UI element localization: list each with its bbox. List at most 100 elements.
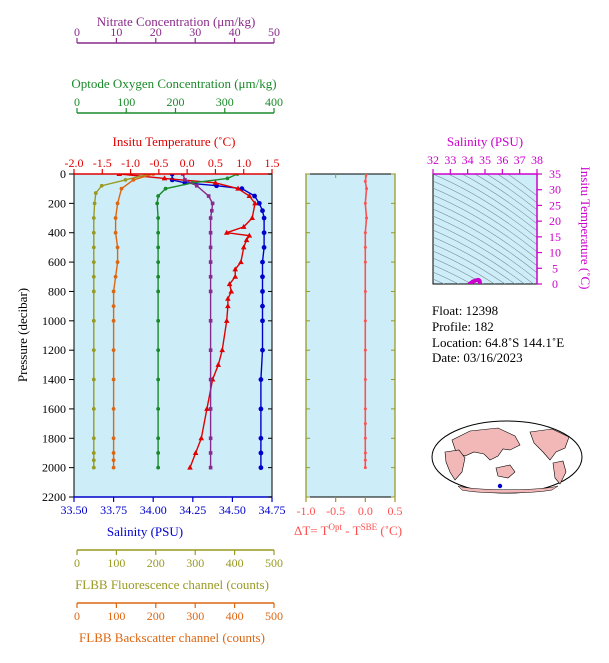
salinity-profile-line — [171, 174, 265, 468]
nitrate-point — [208, 451, 213, 455]
backscatter-tick-label: 100 — [107, 609, 125, 623]
nitrate-point — [208, 260, 213, 264]
nitrate-point — [208, 319, 213, 323]
oxygen-tick-label: 0 — [74, 95, 80, 109]
isopycnal-line — [433, 174, 537, 239]
main-series-layer — [91, 174, 267, 471]
delta-t-axis-title: ΔT= TOpt - TSBE (˚C) — [294, 522, 402, 538]
delta-t-tick-label: -0.5 — [326, 504, 345, 518]
isopycnal-line — [433, 278, 445, 284]
world-location-map — [431, 420, 583, 494]
salinity-point — [258, 465, 264, 471]
oxygen-tick-label: 400 — [265, 95, 283, 109]
oxygen-axis-title: Optode Oxygen Concentration (μm/kg) — [71, 76, 276, 91]
delta-t-title-suffix: (˚C) — [377, 523, 402, 538]
backscatter-point — [115, 245, 120, 250]
oxygen-point — [156, 465, 161, 470]
date-line: Date: 03/16/2023 — [432, 350, 523, 365]
salinity-point — [261, 215, 267, 221]
ts-temperature-tick-label: 30 — [549, 183, 561, 197]
fluorescence-tick-label: 300 — [186, 556, 204, 570]
salinity-point — [260, 208, 265, 214]
salinity-point — [260, 347, 265, 353]
pressure-tick-label: 400 — [48, 226, 66, 240]
fluorescence-point — [91, 289, 96, 294]
temperature-point — [225, 303, 231, 309]
delta-t-point — [363, 422, 367, 426]
isopycnal-line — [433, 271, 460, 284]
fluorescence-point — [91, 465, 96, 470]
delta-t-point — [363, 201, 367, 205]
delta-t-point — [363, 348, 367, 352]
fluorescence-point — [93, 191, 98, 195]
temperature-point — [243, 237, 250, 243]
map-land-australia — [495, 464, 516, 479]
temperature-point — [240, 244, 247, 250]
map-land-south-america — [552, 460, 567, 485]
salinity-axis-title: Salinity (PSU) — [107, 524, 183, 539]
map-land-africa — [444, 449, 466, 481]
pressure-tick-label: 1200 — [42, 343, 66, 357]
isopycnal-line — [433, 243, 506, 284]
backscatter-point — [111, 318, 116, 323]
fluorescence-point — [91, 436, 96, 441]
fluorescence-point — [92, 201, 97, 206]
fluorescence-point — [91, 348, 96, 353]
ts-salinity-tick-label: 36 — [496, 153, 508, 167]
profile-number-line: Profile: 182 — [432, 319, 494, 334]
fluorescence-point — [91, 245, 96, 250]
pressure-tick-label: 0 — [60, 167, 66, 181]
temperature-point — [246, 232, 253, 238]
delta-t-point — [363, 458, 367, 462]
fluorescence-point — [99, 183, 104, 188]
backscatter-axis-title: FLBB Backscatter channel (counts) — [79, 630, 265, 645]
temperature-point — [238, 259, 244, 265]
temperature-point — [204, 405, 210, 411]
fluorescence-point — [91, 318, 96, 323]
ts-temperature-tick-label: 35 — [549, 167, 561, 181]
delta-t-tick-label: 0.0 — [358, 504, 373, 518]
salinity-point — [260, 274, 265, 280]
location-line: Location: 64.8˚S 144.1˚E — [432, 335, 564, 350]
backscatter-point — [111, 377, 116, 382]
temperature-point — [232, 266, 239, 272]
temperature-point — [249, 215, 255, 221]
oxygen-point — [156, 377, 161, 382]
temperature-point — [252, 200, 258, 206]
backscatter-point — [119, 186, 124, 191]
delta-t-line — [364, 174, 368, 468]
ts-temperature-tick-label: 15 — [549, 230, 561, 244]
temperature-point — [223, 229, 230, 235]
nitrate-point — [210, 208, 214, 213]
oxygen-point — [156, 348, 161, 353]
temperature-point — [219, 347, 226, 353]
nitrate-point — [208, 377, 213, 382]
temperature-point — [223, 317, 230, 323]
fluorescence-point — [91, 451, 96, 455]
fluorescence-tick-label: 400 — [226, 556, 244, 570]
backscatter-point — [115, 201, 120, 206]
isopycnal-line — [461, 174, 537, 225]
nitrate-tick-label: 30 — [189, 25, 201, 39]
nitrate-point — [206, 194, 211, 198]
backscatter-point — [111, 458, 116, 463]
ts-salinity-axis-title: Salinity (PSU) — [447, 134, 523, 149]
isopycnal-line — [433, 208, 537, 274]
fluorescence-point — [91, 260, 96, 264]
nitrate-point — [210, 201, 215, 206]
temperature-point — [240, 223, 247, 229]
nitrate-point — [208, 289, 213, 294]
map-land-north-america — [529, 428, 570, 461]
temperature-point — [235, 185, 241, 191]
fluorescence-point — [91, 407, 96, 411]
temperature-point — [161, 175, 168, 181]
temperature-tick-label: 1.5 — [265, 156, 280, 170]
oxygen-point — [155, 201, 160, 206]
delta-t-point — [363, 231, 367, 235]
fluorescence-tick-label: 0 — [74, 556, 80, 570]
delta-t-series-layer — [363, 174, 369, 470]
main-plot-area — [73, 173, 273, 498]
temperature-tick-label: -0.5 — [149, 156, 168, 170]
oxygen-point — [156, 230, 161, 235]
salinity-point — [258, 435, 264, 441]
